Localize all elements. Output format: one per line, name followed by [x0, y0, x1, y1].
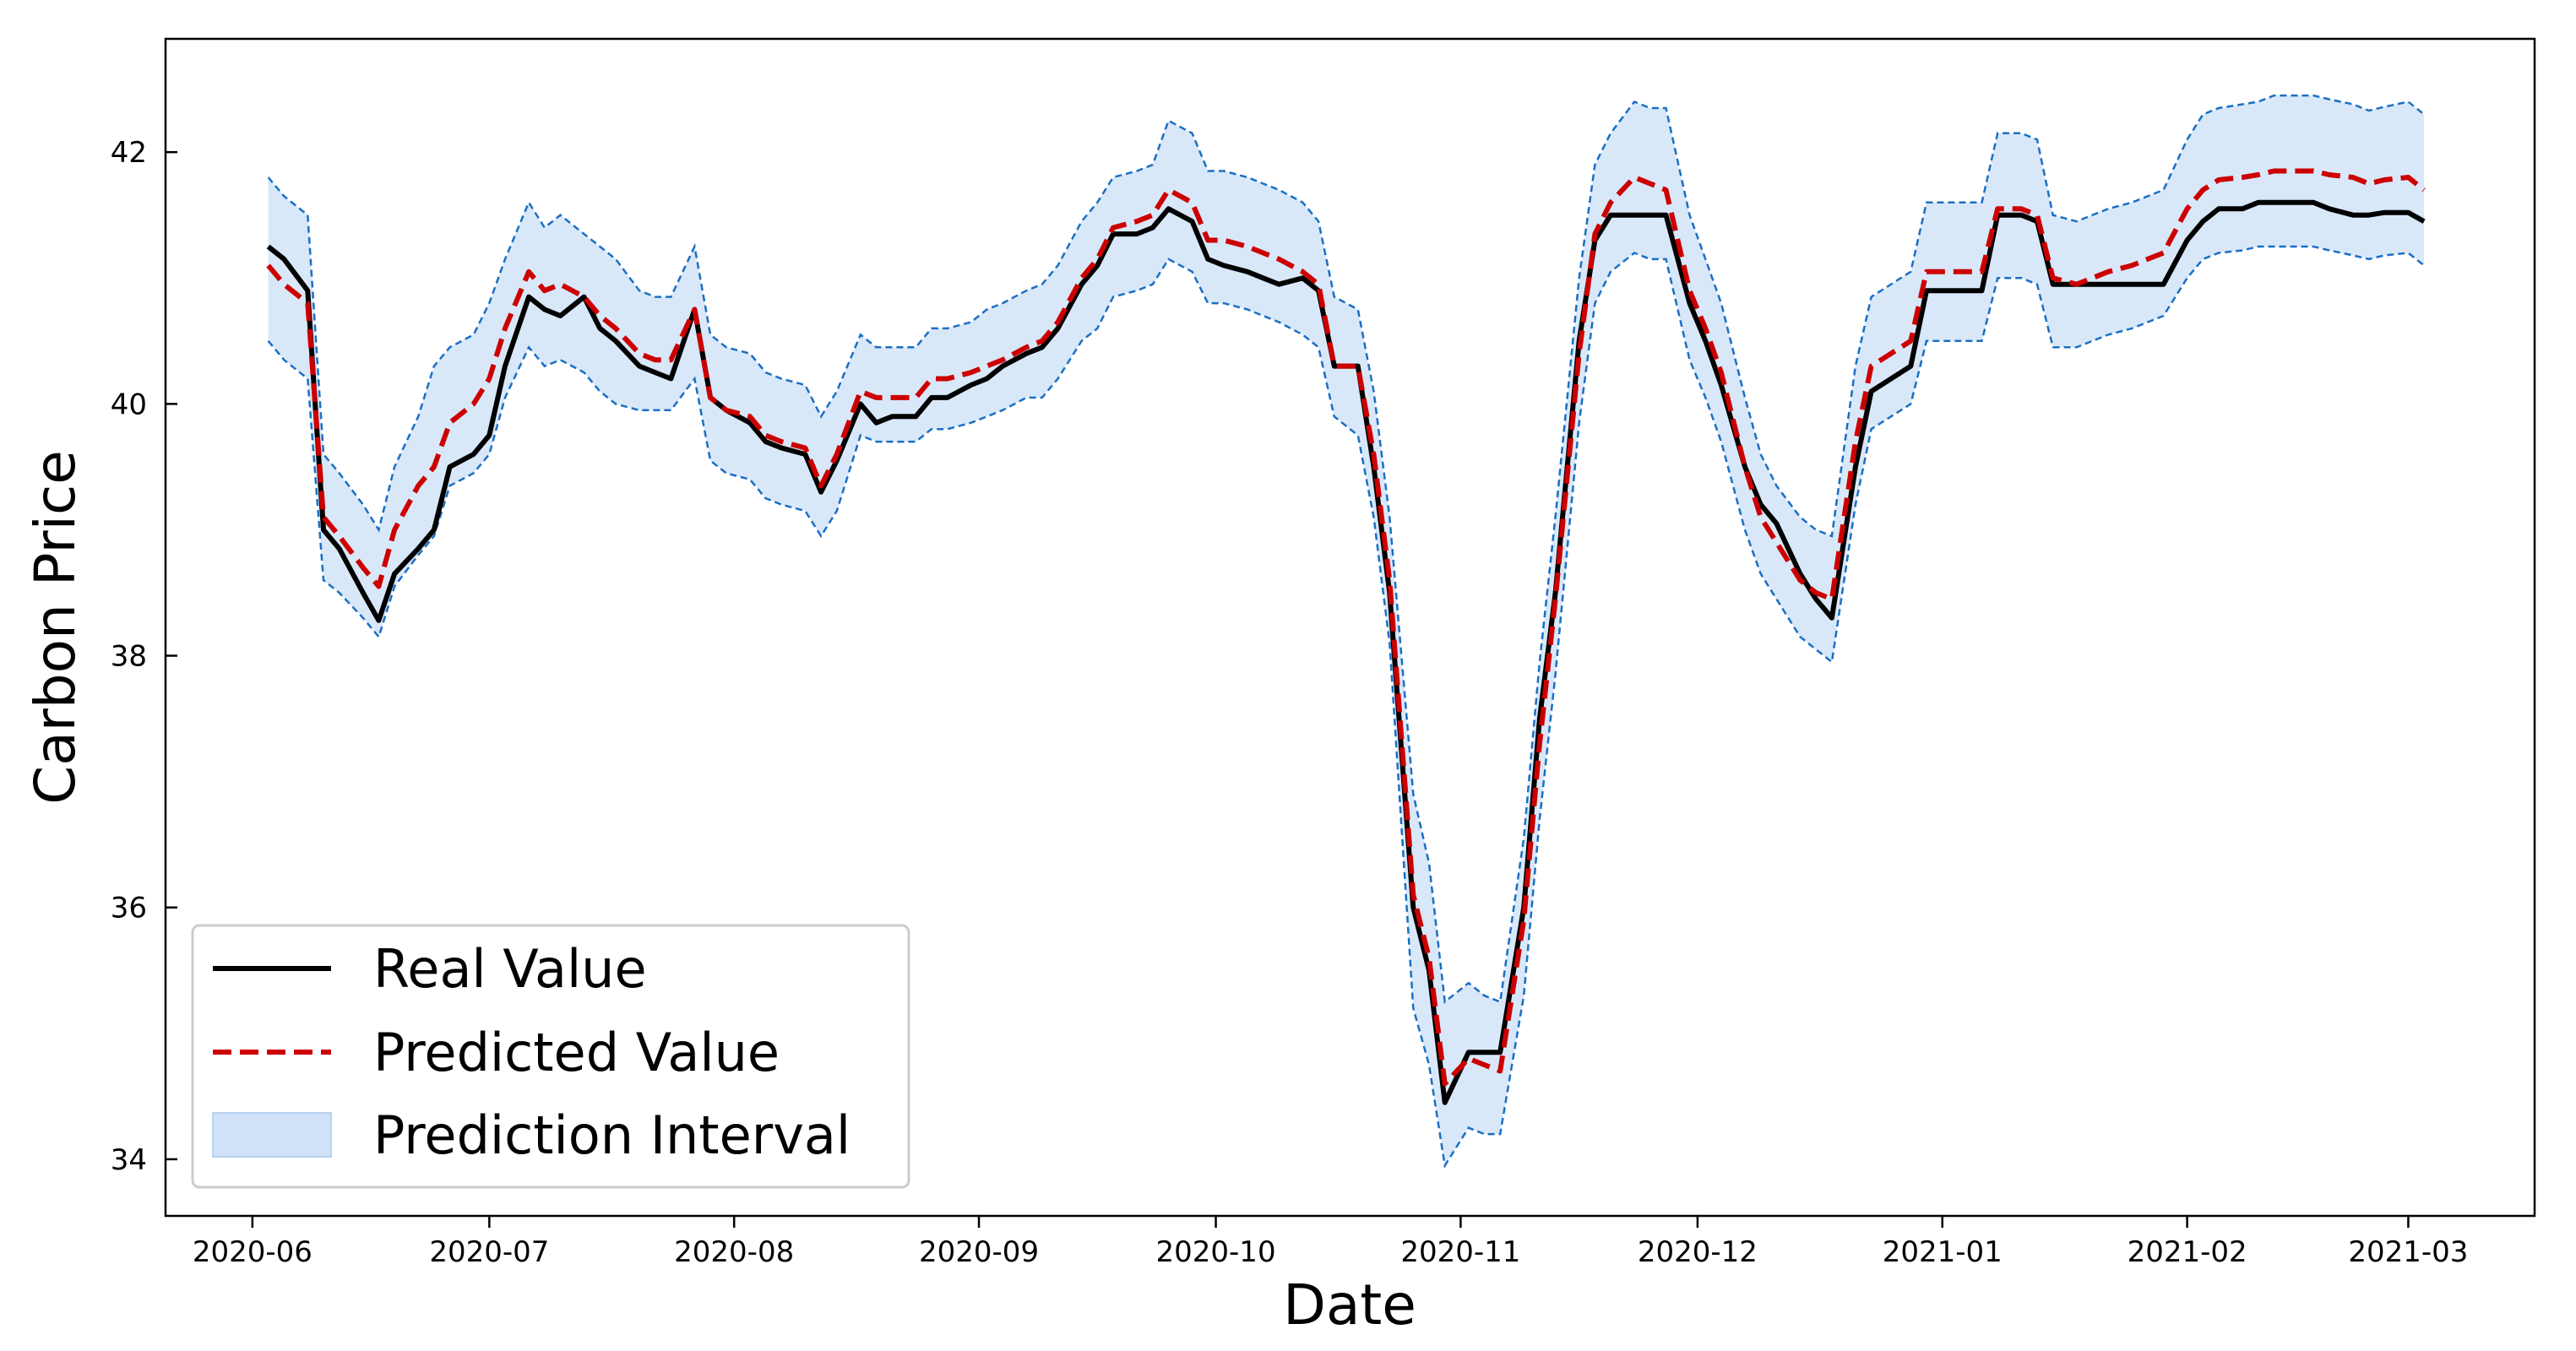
y-tick-label: 36 [111, 892, 147, 925]
y-axis-label: Carbon Price [23, 450, 88, 805]
legend: Real Value Predicted Value Prediction In… [191, 924, 910, 1189]
plot-area [266, 94, 2426, 1169]
legend-box [191, 924, 910, 1189]
x-tick-label: 2020-10 [1156, 1235, 1276, 1269]
legend-label-predicted: Predicted Value [373, 1022, 780, 1083]
prediction-interval-band [268, 95, 2425, 1166]
y-axis: 34 36 38 40 42 [111, 136, 177, 1177]
x-axis-label: Date [1283, 1272, 1416, 1337]
y-tick-label: 38 [111, 640, 147, 674]
x-tick-label: 2020-06 [193, 1235, 312, 1269]
legend-label-real: Real Value [373, 938, 647, 1000]
x-tick-label: 2021-02 [2128, 1235, 2247, 1269]
y-tick-label: 42 [111, 136, 147, 170]
axes-frame [164, 37, 2536, 1218]
x-tick-label: 2020-11 [1400, 1235, 1520, 1269]
y-tick-label: 34 [111, 1143, 147, 1177]
x-tick-label: 2020-12 [1638, 1235, 1758, 1269]
legend-swatch-interval [212, 1112, 332, 1158]
predicted-value-line [266, 168, 2426, 1087]
x-tick-label: 2020-07 [429, 1235, 549, 1269]
x-tick-label: 2020-08 [674, 1235, 794, 1269]
x-tick-label: 2020-09 [919, 1235, 1039, 1269]
x-axis: 2020-06 2020-07 2020-08 2020-09 2020-10 2020-… [193, 1216, 2468, 1269]
legend-label-interval: Prediction Interval [373, 1104, 851, 1166]
y-tick-label: 40 [111, 388, 147, 421]
x-tick-label: 2021-01 [1883, 1235, 2003, 1269]
interval-upper-line [267, 94, 2425, 1004]
x-tick-label: 2021-03 [2348, 1235, 2468, 1269]
